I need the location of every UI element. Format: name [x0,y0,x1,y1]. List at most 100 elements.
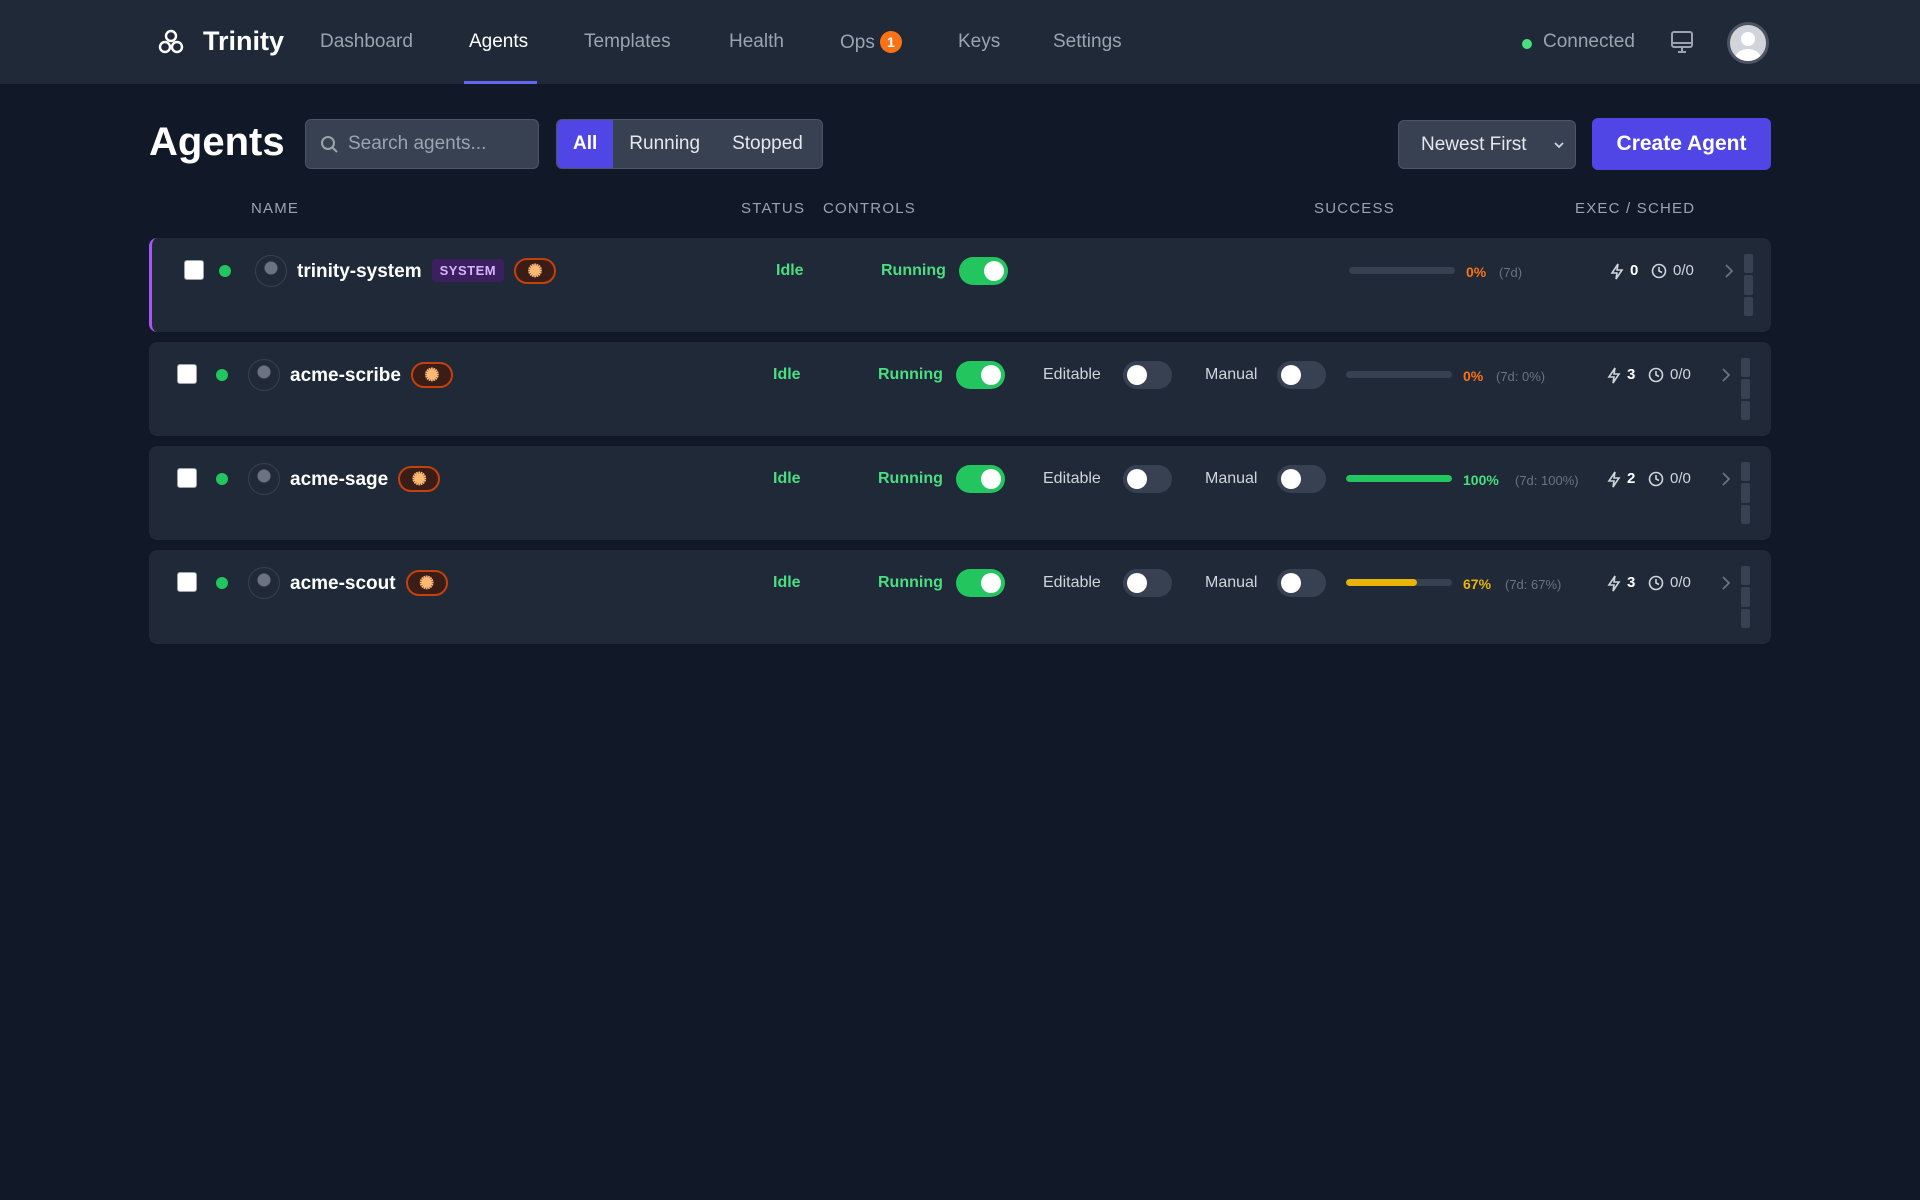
editable-toggle[interactable] [1123,569,1172,597]
row-checkbox[interactable] [177,468,197,488]
chevron-right-icon[interactable] [1720,574,1732,592]
nav-keys[interactable]: Keys [958,31,1001,52]
success-rate: 67% [1463,576,1492,592]
row-checkbox[interactable] [177,364,197,384]
chevron-right-icon[interactable] [1723,262,1735,280]
agent-name[interactable]: acme-scout ✺ [290,570,448,596]
manual-label: Manual [1205,574,1258,591]
success-bar-fill [1346,475,1452,482]
nav-agents[interactable]: Agents [469,31,529,52]
success-period: (7d: 100%) [1515,473,1579,488]
claude-sparkle-icon: ✺ [398,466,441,492]
create-agent-button[interactable]: Create Agent [1592,118,1771,170]
agent-name-text: acme-sage [290,469,389,490]
filter-running[interactable]: Running [629,133,701,154]
agent-name[interactable]: acme-scribe ✺ [290,362,453,388]
row-drag-handle[interactable] [1741,358,1750,420]
nav-templates[interactable]: Templates [584,31,671,52]
manual-toggle[interactable] [1277,465,1326,493]
exec-count: 2 [1627,470,1636,487]
sort-value: Newest First [1421,134,1527,155]
success-period: (7d: 0%) [1496,369,1546,384]
editable-toggle[interactable] [1123,465,1172,493]
ops-badge: 1 [879,31,902,53]
success-bar-fill [1346,579,1418,586]
nav-settings[interactable]: Settings [1053,31,1122,52]
running-label: Running [878,366,943,383]
nav-health[interactable]: Health [729,31,784,52]
row-checkbox[interactable] [177,572,197,592]
agent-avatar [248,359,280,391]
search-box[interactable] [305,119,539,169]
editable-label: Editable [1043,470,1101,487]
brand-name[interactable]: Trinity [203,26,285,56]
agent-name-text: acme-scout [290,573,396,594]
exec-count: 3 [1627,366,1636,383]
running-label: Running [878,470,943,487]
monitor-icon[interactable] [1669,29,1695,55]
top-nav-bar: Trinity Dashboard Agents Templates Healt… [0,0,1920,85]
system-tag: SYSTEM [431,259,505,282]
editable-label: Editable [1043,366,1101,383]
running-label: Running [881,262,946,279]
agent-name-text: trinity-system [297,261,422,282]
running-label: Running [878,574,943,591]
agent-name[interactable]: acme-sage ✺ [290,466,441,492]
manual-toggle[interactable] [1277,569,1326,597]
column-header-success[interactable]: SUCCESS [1314,200,1395,217]
nav-dashboard[interactable]: Dashboard [320,31,413,52]
agent-status: Idle [773,366,801,383]
agent-row[interactable]: acme-sage ✺ Idle Running Editable Manual … [149,446,1771,540]
search-input[interactable] [348,120,533,168]
column-header-name[interactable]: NAME [251,200,300,217]
editable-label: Editable [1043,574,1101,591]
agent-status: Idle [776,262,804,279]
search-icon [321,136,338,153]
status-dot [216,369,228,381]
claude-sparkle-icon: ✺ [410,362,453,388]
manual-label: Manual [1205,366,1258,383]
agent-row[interactable]: acme-scribe ✺ Idle Running Editable Manua… [149,342,1771,436]
clock-icon [1648,575,1664,591]
exec-count: 0 [1630,262,1639,279]
agent-avatar [248,463,280,495]
running-toggle[interactable] [956,569,1005,597]
editable-toggle[interactable] [1123,361,1172,389]
nav-ops[interactable]: Ops 1 [840,31,902,54]
agent-row[interactable]: trinity-system SYSTEM ✺ Idle Running 0% (7… [149,238,1771,332]
agent-status: Idle [773,470,801,487]
active-nav-indicator [464,81,537,84]
agent-name[interactable]: trinity-system SYSTEM ✺ [297,258,557,284]
success-period: (7d: 67%) [1505,577,1562,592]
chevron-right-icon[interactable] [1720,366,1732,384]
clock-icon [1651,263,1667,279]
connection-status: Connected [1543,31,1635,52]
running-toggle[interactable] [956,465,1005,493]
sort-select[interactable]: Newest First [1398,120,1576,169]
status-dot [219,265,231,277]
agent-row[interactable]: acme-scout ✺ Idle Running Editable Manual… [149,550,1771,644]
running-toggle[interactable] [959,257,1008,285]
chevron-right-icon[interactable] [1720,470,1732,488]
success-bar [1349,267,1455,274]
schedule-count: 0/0 [1670,470,1691,487]
success-bar [1346,371,1452,378]
row-drag-handle[interactable] [1741,462,1750,524]
status-filter-group: All Running Stopped [556,119,823,169]
row-drag-handle[interactable] [1744,254,1753,316]
row-drag-handle[interactable] [1741,566,1750,628]
success-bar [1346,475,1452,482]
filter-all[interactable]: All [557,120,614,168]
running-toggle[interactable] [956,361,1005,389]
success-rate: 100% [1463,472,1499,488]
status-dot [216,473,228,485]
chevron-down-icon [1554,142,1564,149]
row-checkbox[interactable] [184,260,204,280]
page-title: Agents [149,120,285,164]
column-header-controls: CONTROLS [823,200,916,217]
agent-name-text: acme-scribe [290,365,401,386]
column-header-status[interactable]: STATUS [741,200,806,217]
manual-toggle[interactable] [1277,361,1326,389]
filter-stopped[interactable]: Stopped [732,133,803,154]
user-avatar[interactable] [1727,22,1769,64]
